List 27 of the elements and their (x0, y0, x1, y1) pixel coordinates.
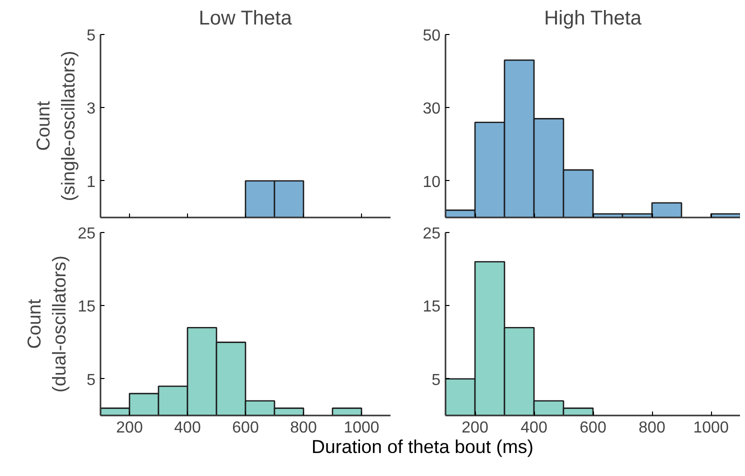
x-tick-label: 800 (290, 420, 317, 436)
x-tick-label: 400 (520, 420, 548, 436)
y-axis-title: Count (dual-oscillators) (24, 256, 70, 392)
x-axis-title: Duration of theta bout (ms) (312, 435, 534, 459)
x-tick-label: 1000 (693, 420, 729, 436)
x-tick-label: 400 (174, 420, 201, 436)
y-tick-label: 50 (422, 28, 441, 44)
x-tick-label: 200 (462, 420, 488, 436)
chart-title: High Theta (544, 8, 642, 30)
y-tick-label: 5 (86, 372, 96, 389)
chart-title: Low Theta (198, 8, 293, 30)
x-tick-label: 1000 (344, 420, 380, 436)
y-tick-label: 1 (86, 174, 96, 191)
y-tick-label: 5 (86, 28, 96, 44)
y-tick-label: 25 (78, 226, 96, 242)
y-tick-label: 5 (432, 372, 441, 389)
y-tick-label: 25 (422, 226, 441, 242)
y-tick-label: 3 (86, 100, 96, 118)
x-tick-label: 600 (232, 420, 259, 436)
y-tick-label: 30 (422, 100, 441, 118)
y-tick-label: 15 (422, 298, 441, 316)
y-tick-label: 10 (422, 174, 441, 191)
x-tick-label: 800 (638, 420, 666, 436)
x-tick-label: 600 (580, 420, 606, 436)
x-tick-label: 200 (116, 420, 143, 436)
y-axis-title: Count (single-oscillators) (32, 50, 79, 202)
y-tick-label: 15 (78, 298, 96, 316)
